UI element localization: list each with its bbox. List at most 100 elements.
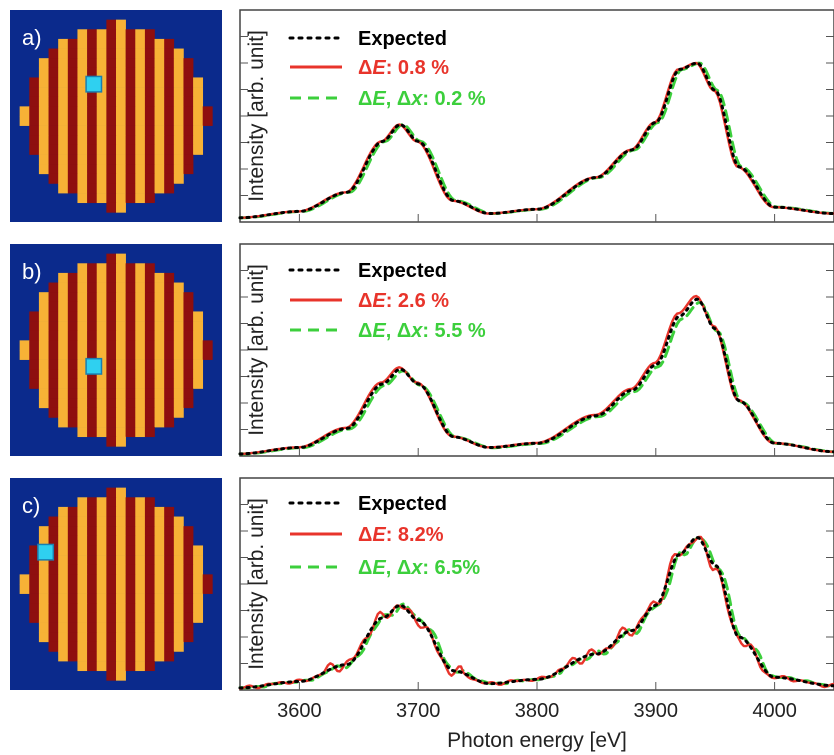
map-pixel (38, 535, 49, 546)
map-pixel (29, 584, 40, 594)
map-pixel (154, 535, 165, 546)
map-pixel (125, 58, 136, 69)
map-pixel (144, 369, 155, 380)
map-pixel (29, 330, 40, 341)
map-pixel (125, 183, 136, 194)
map-pixel (135, 603, 146, 614)
map-pixel (48, 350, 59, 360)
map-pixel (77, 526, 88, 537)
map-pixel (96, 321, 107, 332)
map-pixel (48, 282, 59, 293)
map-pixel (135, 135, 146, 146)
map-pixel (183, 301, 194, 312)
map-pixel (48, 311, 59, 322)
map-pixel (106, 253, 117, 264)
map-pixel (77, 29, 88, 40)
map-pixel (67, 388, 78, 399)
series-dE-line (238, 61, 834, 219)
map-pixel (135, 77, 146, 88)
map-pixel (193, 593, 204, 604)
map-pixel (183, 321, 194, 332)
map-pixel (135, 497, 146, 508)
map-pixel (106, 661, 117, 672)
map-pixel (154, 125, 165, 136)
map-pixel (183, 125, 194, 136)
map-pixel (135, 359, 146, 370)
map-pixel (96, 96, 107, 107)
map-pixel (96, 154, 107, 165)
map-pixel (125, 116, 136, 126)
map-pixel (144, 641, 155, 652)
map-pixel (87, 340, 98, 351)
map-pixel (116, 144, 126, 155)
map-pixel (77, 173, 88, 184)
map-pixel (116, 301, 126, 312)
map-pixel (135, 38, 146, 49)
map-pixel (67, 77, 78, 88)
map-pixel (144, 506, 155, 517)
x-tick-label: 3900 (634, 700, 679, 722)
map-pixel (77, 48, 88, 59)
map-pixel (58, 398, 69, 409)
map-pixel (164, 398, 175, 409)
map-pixel (144, 340, 155, 351)
map-pixel (58, 526, 69, 537)
map-pixel (154, 38, 165, 49)
map-pixel (87, 417, 98, 428)
map-pixel (164, 535, 175, 546)
map-pixel (173, 144, 184, 155)
map-pixel (193, 545, 204, 556)
map-pixel (106, 301, 117, 312)
map-pixel (106, 202, 117, 213)
map-pixel (116, 263, 126, 274)
map-pixel (193, 144, 204, 155)
map-pixel (125, 311, 136, 322)
map-pixel (87, 564, 98, 575)
map-pixel (77, 427, 88, 438)
map-pixel (125, 545, 136, 556)
map-pixel (173, 77, 184, 88)
map-pixel (106, 183, 117, 194)
map-pixel (135, 612, 146, 623)
map-pixel (58, 321, 69, 332)
map-pixel (144, 67, 155, 78)
map-pixel (48, 584, 59, 594)
map-pixel (38, 398, 49, 409)
map-pixel (135, 574, 146, 585)
map-pixel (135, 340, 146, 351)
map-pixel (38, 574, 49, 585)
map-pixel (96, 427, 107, 438)
map-pixel (183, 67, 194, 78)
map-pixel (144, 125, 155, 136)
pattern-map-b: b) (10, 244, 222, 456)
map-pixel (87, 427, 98, 438)
map-pixel (144, 173, 155, 184)
map-pixel (106, 516, 117, 527)
map-pixel (135, 311, 146, 322)
map-pixel (67, 407, 78, 418)
map-pixel (116, 106, 126, 117)
panel-letter: b) (22, 259, 42, 284)
map-pixel (77, 38, 88, 49)
map-pixel (77, 359, 88, 370)
map-pixel (173, 154, 184, 165)
map-pixel (164, 144, 175, 155)
map-pixel (135, 526, 146, 537)
map-pixel (135, 388, 146, 399)
map-pixel (48, 398, 59, 409)
map-pixel (116, 612, 126, 623)
map-pixel (106, 311, 117, 322)
map-pixel (135, 506, 146, 517)
map-pixel (144, 282, 155, 293)
map-pixel (48, 292, 59, 303)
map-pixel (67, 301, 78, 312)
map-pixel (48, 48, 59, 59)
map-pixel (183, 545, 194, 556)
map-pixel (96, 29, 107, 40)
map-pixel (116, 330, 126, 341)
series-dE-dx-line (238, 301, 834, 456)
map-pixel (38, 622, 49, 633)
map-pixel (116, 292, 126, 303)
map-pixel (164, 516, 175, 527)
map-pixel (106, 164, 117, 175)
